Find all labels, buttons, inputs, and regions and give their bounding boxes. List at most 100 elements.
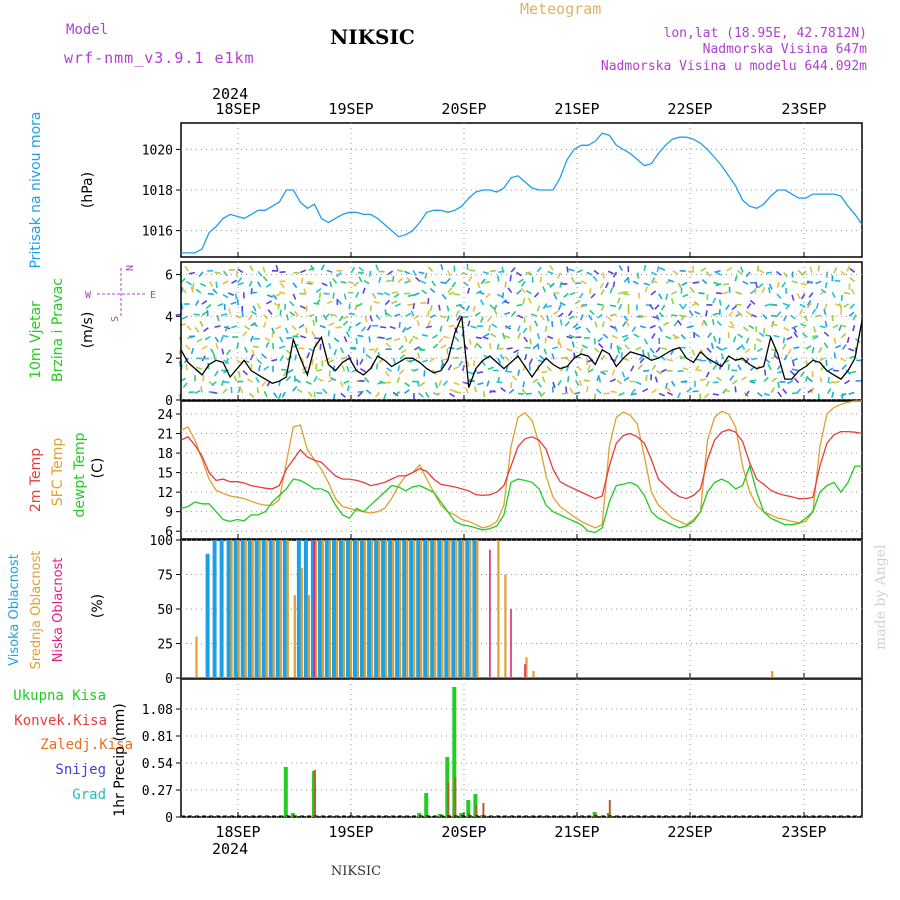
wind-barb bbox=[399, 354, 406, 360]
wind-ytick-label: 4 bbox=[165, 310, 173, 325]
wind-barb bbox=[315, 287, 322, 293]
wind-barb bbox=[408, 338, 414, 344]
wind-barb bbox=[666, 391, 673, 396]
wind-barb bbox=[682, 303, 687, 310]
wind-barb bbox=[782, 315, 788, 322]
cloud-bar bbox=[409, 540, 414, 677]
cloud-bar bbox=[416, 540, 421, 677]
wind-barb bbox=[561, 356, 568, 359]
wind-barb bbox=[557, 379, 562, 386]
cloud-bar bbox=[313, 540, 316, 677]
compass-e: E bbox=[150, 290, 156, 301]
wind-barb bbox=[776, 293, 782, 300]
wind-barb bbox=[335, 271, 342, 278]
wind-barb bbox=[754, 281, 759, 289]
dewpt-line bbox=[180, 463, 862, 534]
wind-barb bbox=[656, 370, 663, 375]
wind-barb bbox=[190, 286, 194, 293]
wind-barb bbox=[756, 265, 760, 272]
wind-barb bbox=[446, 315, 450, 322]
wind-barb bbox=[846, 336, 850, 344]
wind-barb bbox=[472, 305, 476, 312]
cloud-bar bbox=[328, 540, 331, 677]
wind-barb bbox=[465, 305, 470, 312]
lonlat-label: lon,lat (18.95E, 42.7812N) bbox=[664, 26, 868, 41]
cloud-bar bbox=[367, 540, 372, 677]
wind-barb bbox=[403, 389, 410, 394]
wind-barb bbox=[678, 303, 684, 310]
wind-barb bbox=[341, 365, 346, 372]
wind-barb bbox=[849, 303, 855, 309]
wind-barb bbox=[201, 300, 208, 305]
wind-barb bbox=[750, 379, 757, 382]
wind-barb bbox=[832, 369, 839, 372]
wind-barb bbox=[623, 376, 630, 382]
wind-barb bbox=[575, 380, 580, 387]
wind-barb bbox=[811, 308, 817, 315]
wind-barb bbox=[648, 304, 654, 310]
wind-barb bbox=[397, 277, 403, 284]
wind-barb bbox=[364, 315, 368, 323]
wind-barb bbox=[734, 275, 738, 282]
wind-barb bbox=[806, 280, 814, 284]
wind-barb bbox=[448, 324, 455, 328]
cloud-bar bbox=[381, 540, 386, 677]
wind-barb bbox=[793, 377, 800, 384]
wind-barb bbox=[596, 374, 600, 382]
wind-barb bbox=[195, 288, 202, 294]
wind-barb bbox=[201, 345, 208, 350]
wind-barb bbox=[348, 303, 351, 310]
wind-barb bbox=[482, 391, 486, 398]
wind-barb bbox=[442, 380, 449, 386]
wind-barb bbox=[448, 291, 455, 296]
wind-barb bbox=[358, 276, 363, 283]
wind-barb bbox=[323, 292, 330, 295]
wind-barb bbox=[763, 369, 767, 376]
cloud-bar bbox=[399, 540, 402, 677]
wind-barb bbox=[504, 355, 510, 362]
cloud-bar bbox=[268, 540, 273, 677]
wind-barb bbox=[431, 280, 437, 287]
wind-barb bbox=[404, 335, 408, 343]
wind-barb bbox=[823, 331, 830, 337]
wind-barb bbox=[651, 332, 656, 339]
wind-barb bbox=[333, 337, 340, 343]
wind-barb bbox=[565, 357, 572, 363]
wind-barb bbox=[800, 293, 806, 300]
wind-barb bbox=[248, 280, 253, 287]
wind-barb bbox=[496, 293, 503, 298]
wind-barb bbox=[343, 380, 350, 384]
wind-barb bbox=[749, 299, 756, 305]
model-name: wrf-nmm_v3.9.1 e1km bbox=[64, 49, 255, 67]
cloud-bar bbox=[532, 671, 535, 677]
wind-barb bbox=[843, 291, 851, 295]
wind-barb bbox=[791, 294, 795, 301]
wind-barb bbox=[636, 272, 640, 279]
precip-ytick-label: 0.81 bbox=[142, 730, 173, 745]
wind-barb bbox=[263, 314, 269, 320]
wind-barb bbox=[604, 282, 610, 289]
precip-legend-item: Grad bbox=[72, 787, 106, 803]
wind-barb bbox=[469, 269, 476, 272]
wind-barb bbox=[375, 314, 381, 320]
wind-barb bbox=[616, 379, 623, 385]
precip-legend-item: Ukupna Kisa bbox=[13, 688, 106, 704]
wind-barb bbox=[369, 305, 373, 312]
wind-barb bbox=[407, 293, 415, 298]
wind-barb bbox=[525, 290, 532, 295]
wind-barb bbox=[609, 304, 617, 308]
wind-barb bbox=[438, 337, 444, 344]
cloud-bar bbox=[392, 540, 395, 677]
wind-barb bbox=[267, 309, 273, 315]
wind-barb bbox=[343, 293, 347, 300]
cloud-bar bbox=[510, 609, 512, 677]
wind-barb bbox=[846, 265, 851, 272]
wind-barb bbox=[593, 393, 597, 400]
wind-barb bbox=[355, 291, 359, 298]
wind-barb bbox=[819, 357, 826, 362]
wind-barb bbox=[705, 271, 711, 277]
wind-barb bbox=[391, 300, 398, 305]
wind-barb bbox=[489, 304, 495, 310]
wind-barb bbox=[689, 287, 695, 294]
wind-barb bbox=[458, 360, 464, 367]
